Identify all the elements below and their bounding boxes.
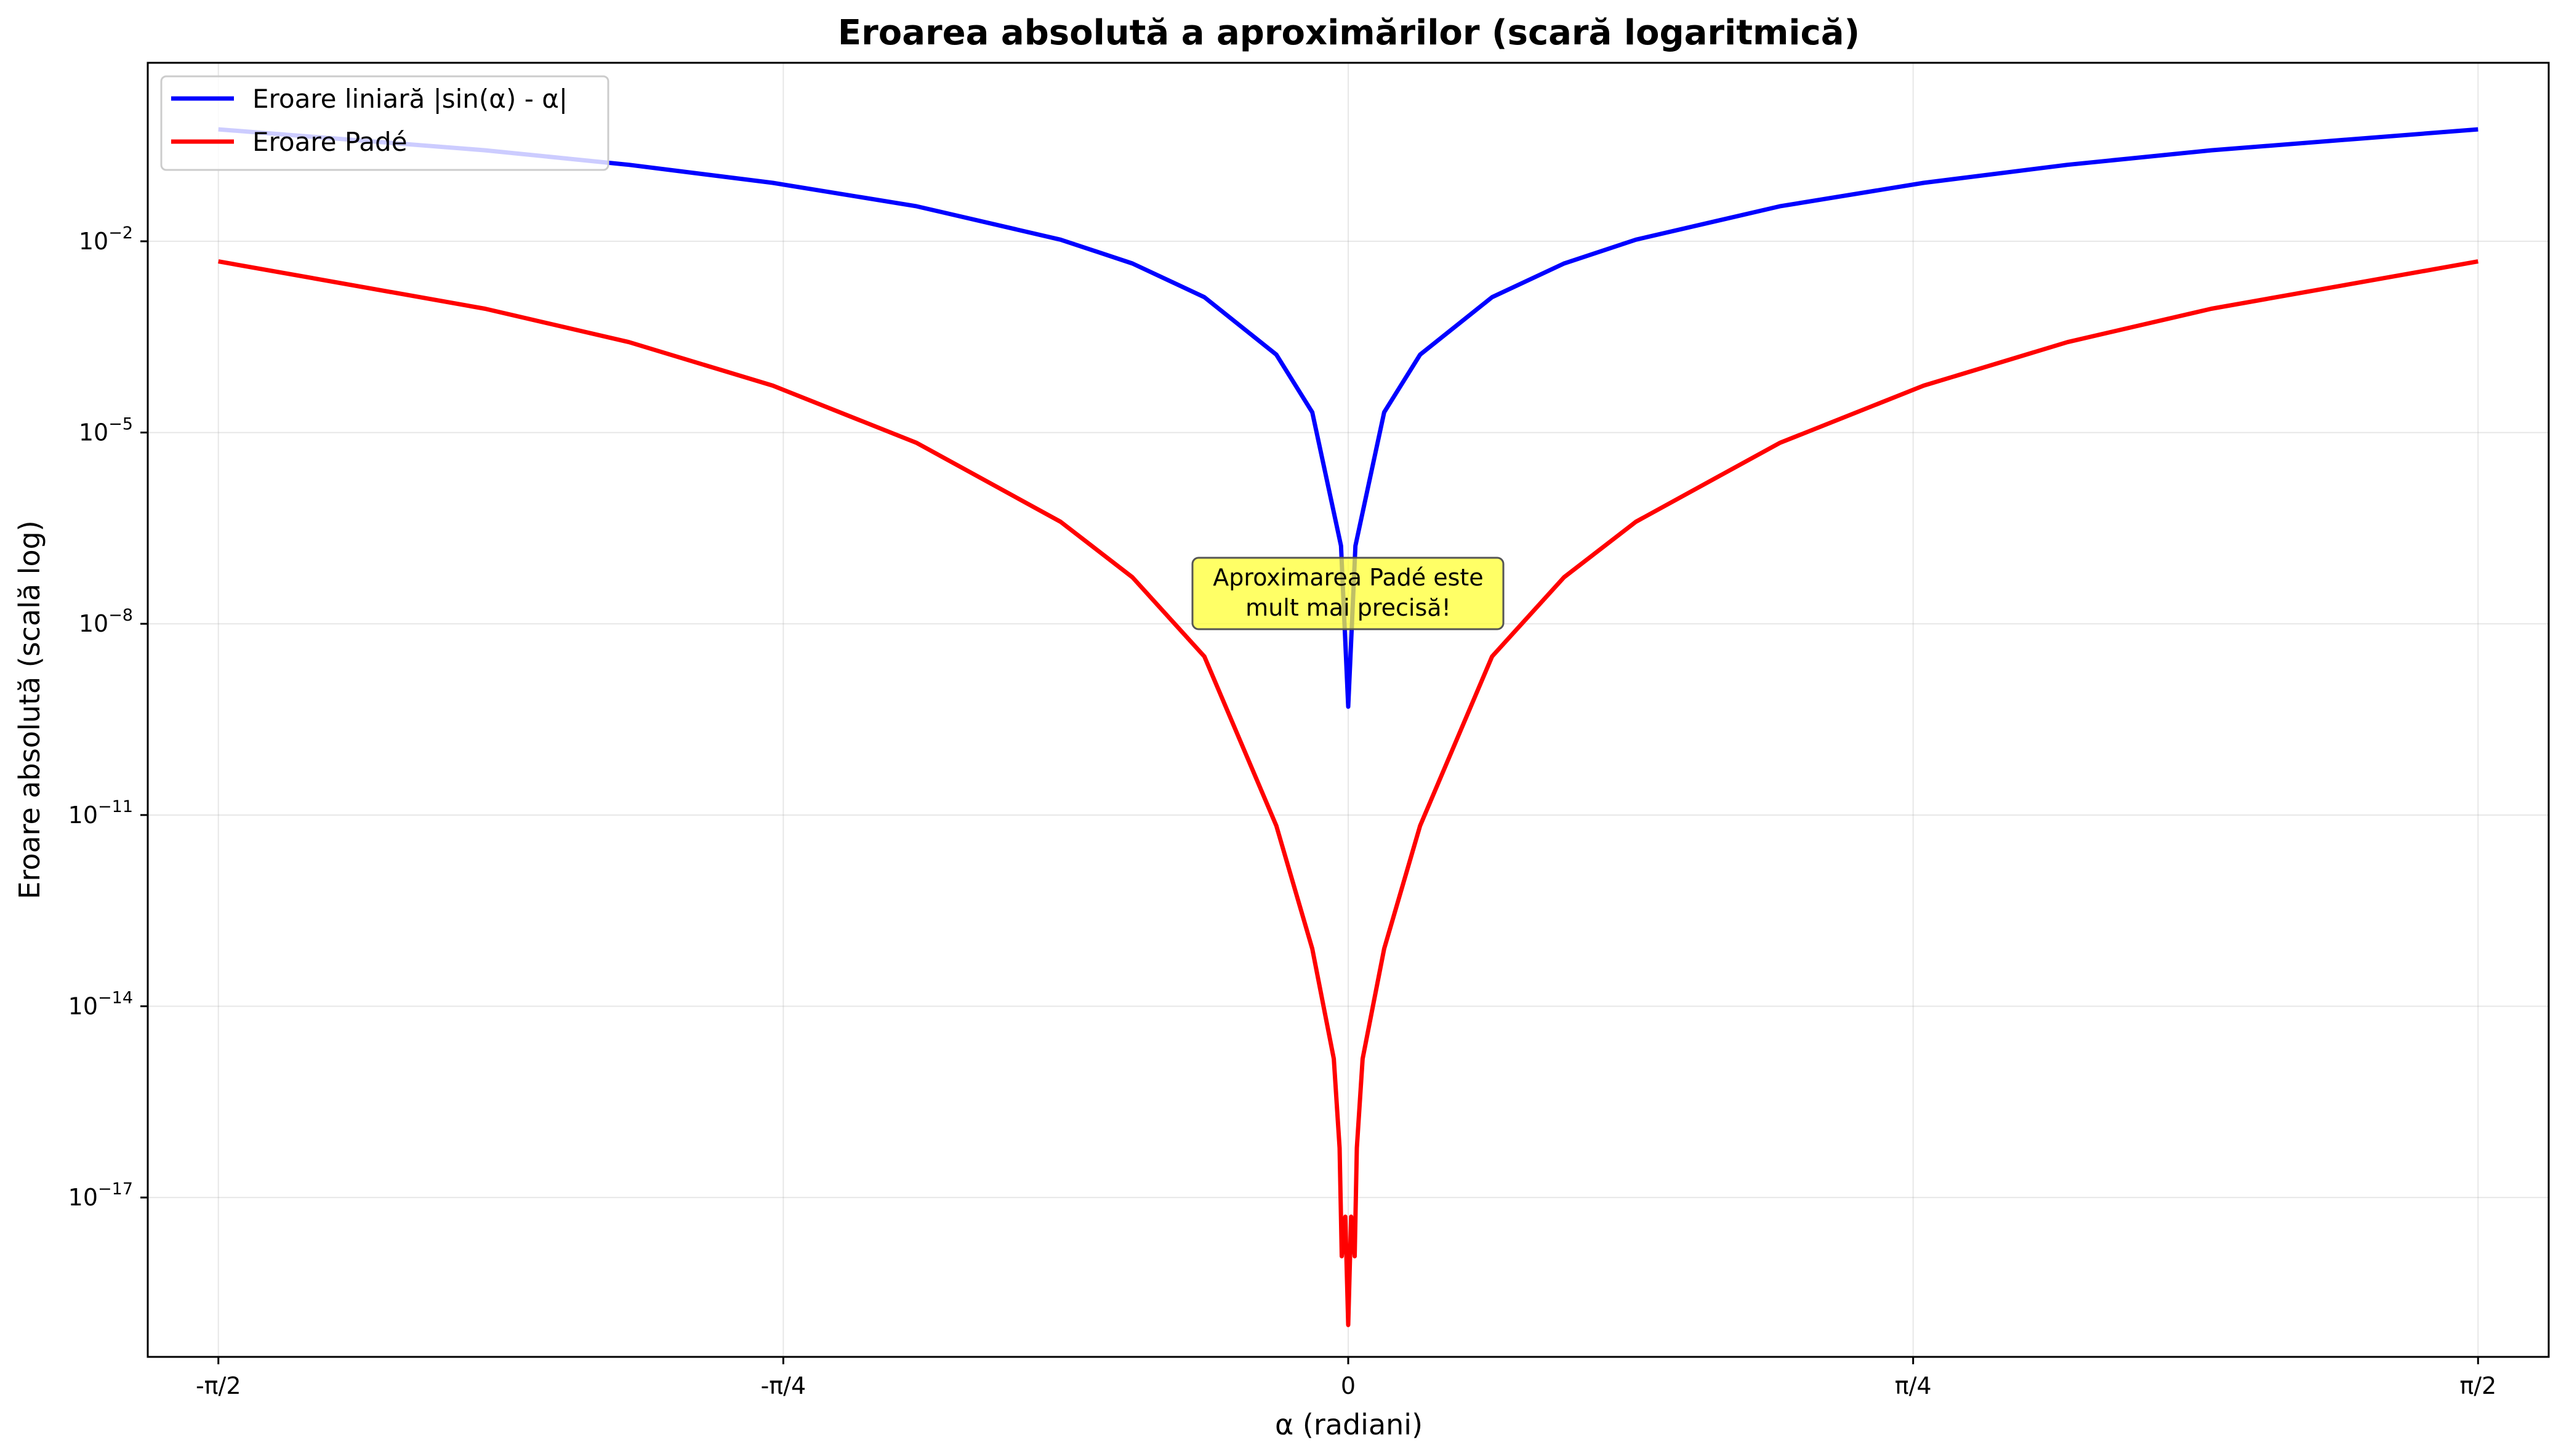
annotation-line-2: mult mai precisă!	[1245, 594, 1451, 621]
x-ticks: -π/2 -π/4 0 π/4 π/2	[196, 1357, 2496, 1399]
legend-label-pade: Eroare Padé	[252, 127, 408, 157]
legend: Eroare liniară |sin(α) - α| Eroare Padé	[160, 75, 609, 171]
chart-title: Eroarea absolută a aproximărilor (scară …	[838, 13, 1860, 53]
x-tick-label: π/2	[2459, 1372, 2496, 1399]
legend-label-linear: Eroare liniară |sin(α) - α|	[252, 84, 568, 114]
x-tick-label: -π/4	[761, 1372, 806, 1399]
x-axis-label: α (radiani)	[1275, 1408, 1423, 1441]
legend-box	[160, 75, 609, 171]
x-tick-label: 0	[1341, 1372, 1356, 1399]
y-tick-label: 10−11	[68, 797, 133, 829]
grid	[148, 63, 2549, 1357]
annotation-line-1: Aproximarea Padé este	[1213, 564, 1483, 591]
series-layer	[218, 127, 2479, 1327]
y-tick-label: 10−17	[68, 1180, 133, 1211]
y-tick-label: 10−14	[68, 988, 133, 1020]
x-tick-label: -π/2	[196, 1372, 241, 1399]
y-ticks: 10−2 10−5 10−8 10−11 10−14 10−17	[68, 223, 148, 1211]
y-tick-label: 10−5	[79, 415, 133, 446]
y-tick-label: 10−8	[79, 606, 133, 637]
series-line-2	[218, 259, 2479, 1327]
x-tick-label: π/4	[1895, 1372, 1932, 1399]
series-line-1	[218, 127, 2479, 709]
annotation-box	[1191, 557, 1505, 630]
y-tick-label: 10−2	[79, 223, 133, 255]
annotation: Aproximarea Padé este mult mai precisă!	[1191, 557, 1505, 630]
y-axis-label: Eroare absolută (scală log)	[13, 520, 46, 899]
